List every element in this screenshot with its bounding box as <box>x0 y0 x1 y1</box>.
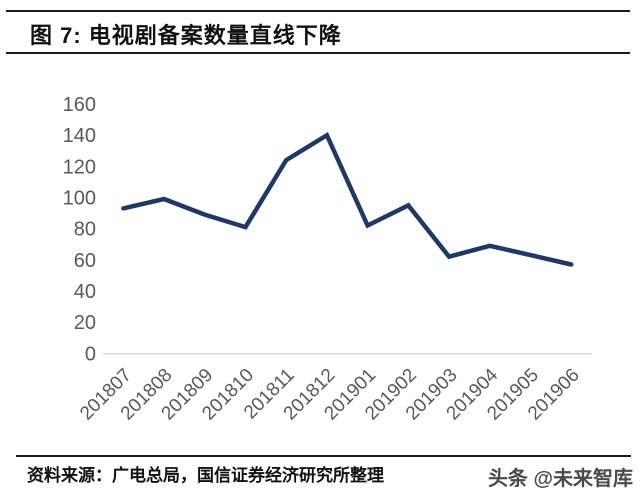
source-note: 资料来源：广电总局，国信证券经济研究所整理 <box>27 466 384 485</box>
y-tick-label: 100 <box>63 187 96 209</box>
y-tick-label: 80 <box>74 219 96 241</box>
y-tick-label: 0 <box>85 343 96 365</box>
y-tick-label: 20 <box>74 312 96 334</box>
data-line <box>121 131 574 267</box>
y-tick-label: 120 <box>63 156 96 178</box>
title-underline-rule <box>6 52 630 54</box>
y-tick-label: 40 <box>74 281 96 303</box>
watermark: 头条 @未来智库 <box>487 468 633 490</box>
y-tick-label: 60 <box>74 250 96 272</box>
figure-title: 图 7: 电视剧备案数量直线下降 <box>30 23 342 48</box>
y-tick-label: 140 <box>63 125 96 147</box>
chart-canvas: 0204060801001201401602018072018082018092… <box>63 94 592 424</box>
y-tick-label: 160 <box>63 94 96 116</box>
footer-rule <box>16 455 631 457</box>
top-rule <box>6 10 630 12</box>
